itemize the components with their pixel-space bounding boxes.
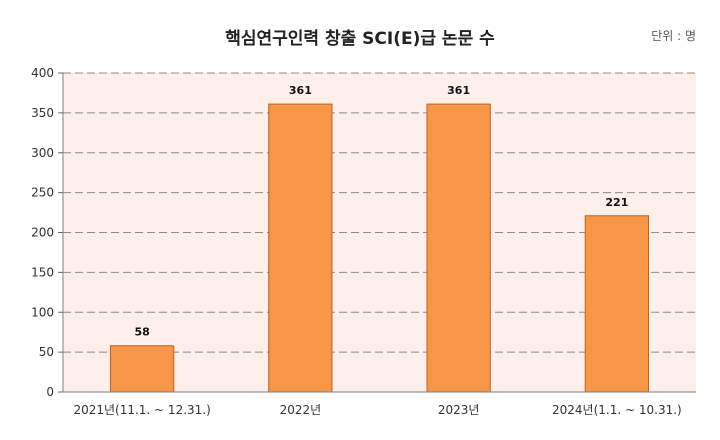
x-tick-label: 2021년(11.1. ~ 12.31.) xyxy=(73,403,210,417)
y-tick-label: 350 xyxy=(31,106,54,120)
bar xyxy=(426,103,491,393)
y-tick-label: 200 xyxy=(31,226,54,240)
bar xyxy=(584,215,650,393)
y-axis-ticks: 0 50 100 150 200 250 300 350 400 xyxy=(31,66,63,399)
data-label: 58 xyxy=(134,326,149,339)
x-tick-label: 2022년 xyxy=(280,403,322,417)
bar xyxy=(109,345,175,393)
x-tick-label: 2023년 xyxy=(438,403,480,417)
y-tick-label: 0 xyxy=(46,385,54,399)
y-tick-label: 400 xyxy=(31,66,54,80)
x-axis-ticks: 2021년(11.1. ~ 12.31.) 2022년 2023년 2024년(1.1… xyxy=(73,403,681,417)
unit-label: 단위 : 명 xyxy=(651,29,696,43)
y-tick-label: 100 xyxy=(31,305,54,319)
data-label: 361 xyxy=(447,84,470,97)
gridlines xyxy=(63,72,696,353)
y-tick-label: 150 xyxy=(31,265,54,279)
y-tick-label: 250 xyxy=(31,186,54,200)
data-label: 361 xyxy=(289,84,312,97)
y-tick-label: 300 xyxy=(31,146,54,160)
data-labels: 58 361 361 221 xyxy=(134,84,628,339)
y-tick-label: 50 xyxy=(39,345,54,359)
bar xyxy=(268,103,333,393)
chart-title: 핵심연구인력 창출 SCI(E)급 논문 수 xyxy=(225,29,495,49)
x-tick-label: 2024년(1.1. ~ 10.31.) xyxy=(552,403,682,417)
data-label: 221 xyxy=(605,196,628,209)
